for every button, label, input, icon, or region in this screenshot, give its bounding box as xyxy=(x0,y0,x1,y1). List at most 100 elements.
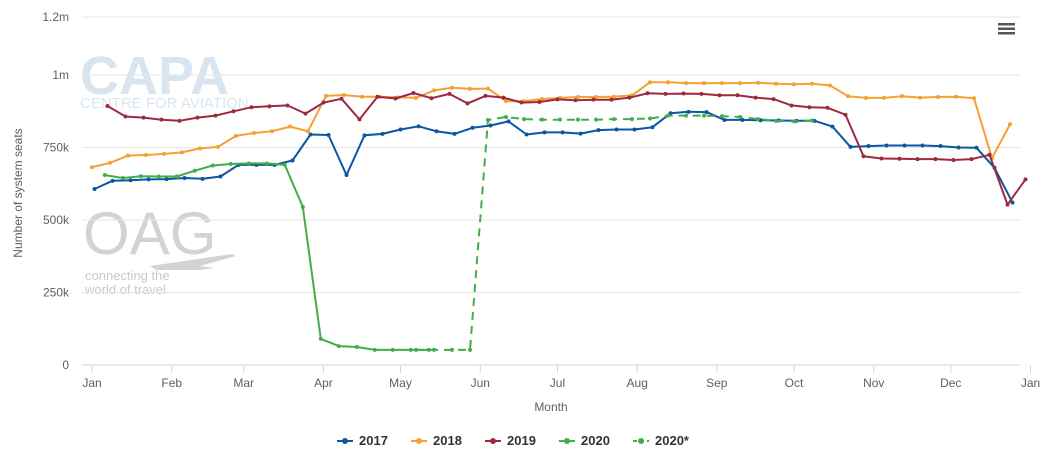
data-point[interactable] xyxy=(650,125,655,130)
data-point[interactable] xyxy=(200,176,205,181)
data-point[interactable] xyxy=(234,133,238,138)
data-point[interactable] xyxy=(956,145,961,150)
data-point[interactable] xyxy=(318,336,323,341)
data-point[interactable] xyxy=(303,111,308,116)
data-point[interactable] xyxy=(90,165,94,170)
data-point[interactable] xyxy=(848,144,853,149)
data-point[interactable] xyxy=(810,118,814,123)
data-point[interactable] xyxy=(915,157,920,162)
data-point[interactable] xyxy=(398,127,403,132)
data-point[interactable] xyxy=(879,156,884,161)
data-point[interactable] xyxy=(902,143,907,148)
data-point[interactable] xyxy=(213,113,218,118)
data-point[interactable] xyxy=(306,129,310,134)
data-point[interactable] xyxy=(108,160,112,165)
data-point[interactable] xyxy=(740,117,745,122)
data-point[interactable] xyxy=(702,81,706,86)
data-point[interactable] xyxy=(488,123,493,128)
data-point[interactable] xyxy=(426,347,431,352)
data-point[interactable] xyxy=(128,178,133,183)
data-point[interactable] xyxy=(648,80,652,85)
data-point[interactable] xyxy=(828,83,832,88)
data-point[interactable] xyxy=(792,119,796,124)
data-point[interactable] xyxy=(594,117,598,122)
data-point[interactable] xyxy=(252,131,256,135)
data-point[interactable] xyxy=(102,173,107,178)
legend-item[interactable]: 2019 xyxy=(485,433,536,448)
data-point[interactable] xyxy=(686,109,691,114)
data-point[interactable] xyxy=(702,113,706,118)
data-point[interactable] xyxy=(110,178,115,183)
data-point[interactable] xyxy=(357,117,362,122)
data-point[interactable] xyxy=(900,94,904,99)
data-point[interactable] xyxy=(774,118,778,123)
data-point[interactable] xyxy=(897,156,902,161)
data-point[interactable] xyxy=(792,82,796,87)
data-point[interactable] xyxy=(720,114,724,119)
data-point[interactable] xyxy=(882,95,886,100)
data-point[interactable] xyxy=(408,347,413,352)
data-point[interactable] xyxy=(632,127,637,132)
data-point[interactable] xyxy=(609,97,614,102)
data-point[interactable] xyxy=(429,96,434,101)
data-point[interactable] xyxy=(576,117,580,122)
data-point[interactable] xyxy=(174,174,179,179)
data-point[interactable] xyxy=(1010,200,1015,205)
data-point[interactable] xyxy=(537,99,542,104)
data-point[interactable] xyxy=(210,163,215,168)
data-point[interactable] xyxy=(218,174,223,179)
data-point[interactable] xyxy=(681,91,686,96)
data-point[interactable] xyxy=(393,96,398,101)
data-point[interactable] xyxy=(738,115,742,120)
data-point[interactable] xyxy=(216,144,220,149)
data-point[interactable] xyxy=(342,93,346,98)
data-point[interactable] xyxy=(954,94,958,99)
data-point[interactable] xyxy=(447,91,452,96)
data-point[interactable] xyxy=(866,144,871,149)
data-point[interactable] xyxy=(722,117,727,122)
data-point[interactable] xyxy=(336,344,341,349)
data-point[interactable] xyxy=(123,114,128,119)
data-point[interactable] xyxy=(432,347,436,352)
data-point[interactable] xyxy=(198,146,202,151)
data-point[interactable] xyxy=(560,130,565,135)
data-point[interactable] xyxy=(542,130,547,135)
data-point[interactable] xyxy=(630,117,634,122)
data-point[interactable] xyxy=(684,81,688,86)
data-point[interactable] xyxy=(231,109,236,114)
data-point[interactable] xyxy=(578,131,583,136)
data-point[interactable] xyxy=(738,81,742,86)
data-point[interactable] xyxy=(524,132,529,137)
data-point[interactable] xyxy=(591,97,596,102)
data-point[interactable] xyxy=(573,98,578,103)
data-point[interactable] xyxy=(372,347,377,352)
data-point[interactable] xyxy=(506,119,511,124)
data-point[interactable] xyxy=(360,94,364,99)
data-point[interactable] xyxy=(380,131,385,136)
data-point[interactable] xyxy=(756,80,760,85)
data-point[interactable] xyxy=(452,131,457,136)
data-point[interactable] xyxy=(810,81,814,86)
data-point[interactable] xyxy=(555,97,560,102)
data-point[interactable] xyxy=(540,117,544,122)
data-point[interactable] xyxy=(684,113,688,118)
data-point[interactable] xyxy=(735,93,740,98)
data-point[interactable] xyxy=(756,117,760,122)
data-point[interactable] xyxy=(614,127,619,132)
data-point[interactable] xyxy=(576,95,580,100)
data-point[interactable] xyxy=(249,105,254,110)
legend-item[interactable]: 2020* xyxy=(633,433,690,448)
data-point[interactable] xyxy=(861,154,866,159)
data-point[interactable] xyxy=(846,94,850,99)
data-point[interactable] xyxy=(1005,202,1010,207)
data-point[interactable] xyxy=(627,95,632,100)
data-point[interactable] xyxy=(969,157,974,162)
data-point[interactable] xyxy=(864,95,868,100)
data-point[interactable] xyxy=(432,88,436,93)
data-point[interactable] xyxy=(594,95,598,100)
data-point[interactable] xyxy=(504,99,508,104)
data-point[interactable] xyxy=(264,161,269,166)
data-point[interactable] xyxy=(180,150,184,155)
data-point[interactable] xyxy=(933,157,938,162)
data-point[interactable] xyxy=(354,345,359,350)
